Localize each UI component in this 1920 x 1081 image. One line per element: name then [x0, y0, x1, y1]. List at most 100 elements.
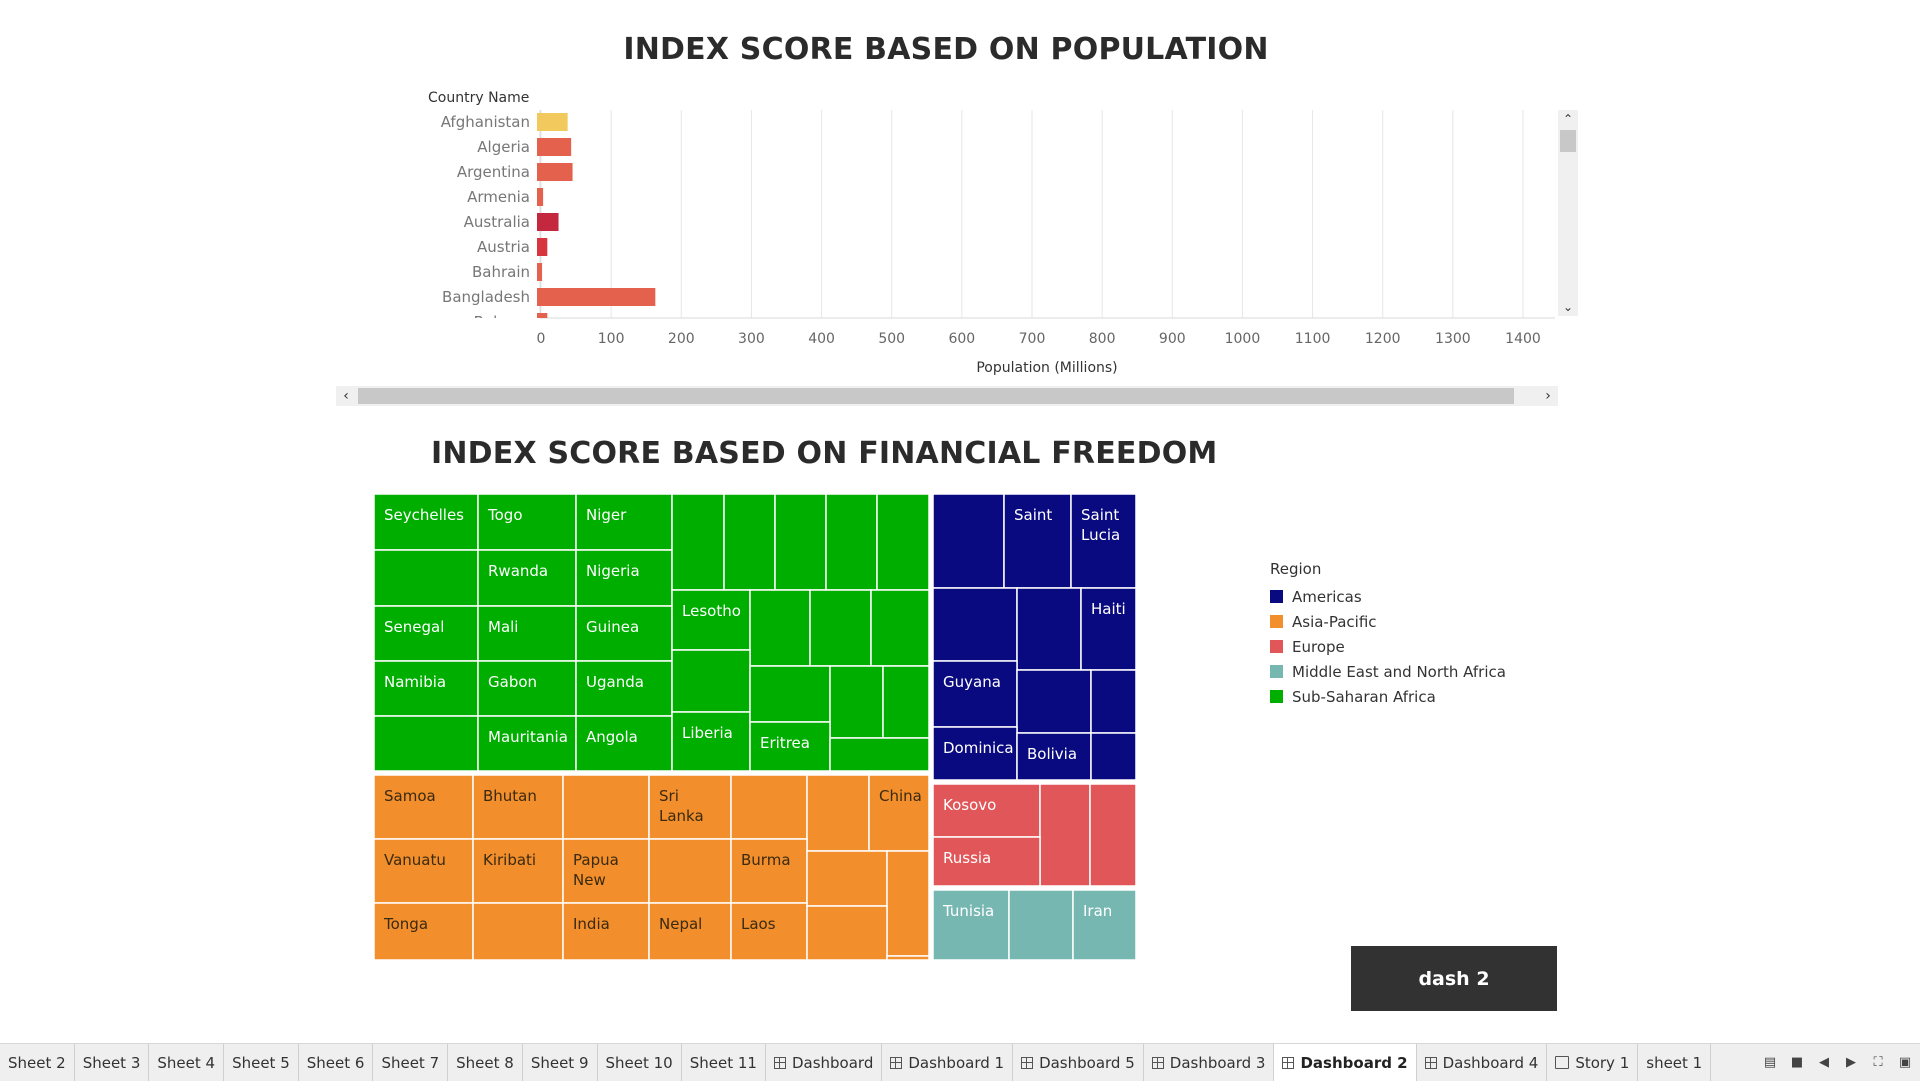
treemap-tile[interactable]: Angola: [575, 715, 673, 772]
treemap-tile[interactable]: Uganda: [575, 660, 673, 717]
treemap-tile[interactable]: Senegal: [374, 605, 479, 662]
tab-sheet-5[interactable]: Sheet 5: [224, 1044, 299, 1081]
legend-item[interactable]: Sub-Saharan Africa: [1270, 684, 1506, 709]
treemap-tile[interactable]: [876, 494, 930, 591]
treemap-tile[interactable]: [806, 905, 888, 960]
treemap-tile[interactable]: Saint: [1003, 494, 1072, 589]
treemap-tile[interactable]: Vanuatu: [374, 838, 474, 904]
treemap-tile[interactable]: Lesotho: [671, 589, 751, 651]
treemap-tile[interactable]: Laos: [730, 902, 808, 960]
population-bar[interactable]: [537, 288, 656, 306]
treemap-tile[interactable]: [723, 494, 776, 591]
treemap-tile[interactable]: [1008, 889, 1074, 960]
tab-sheet-4[interactable]: Sheet 4: [149, 1044, 225, 1081]
tab-dashboard-2[interactable]: Dashboard 2: [1274, 1044, 1417, 1081]
treemap-tile[interactable]: Nigeria: [575, 549, 673, 607]
tab-sheet-2[interactable]: Sheet 2: [0, 1044, 75, 1081]
treemap-tile[interactable]: [1016, 587, 1082, 671]
treemap-tile[interactable]: [809, 589, 872, 667]
vertical-scroll-thumb[interactable]: [1560, 130, 1576, 152]
treemap-tile[interactable]: Mali: [477, 605, 577, 662]
treemap-tile[interactable]: Sri Lanka: [648, 774, 732, 840]
treemap-tile[interactable]: [882, 665, 930, 739]
treemap-tile[interactable]: [730, 774, 808, 840]
population-bar[interactable]: [537, 238, 548, 256]
treemap-tile[interactable]: Bhutan: [472, 774, 564, 840]
legend-item[interactable]: Asia-Pacific: [1270, 609, 1506, 634]
scroll-up-icon[interactable]: ⌃: [1562, 112, 1574, 126]
treemap-tile[interactable]: Liberia: [671, 711, 751, 772]
population-bar[interactable]: [537, 188, 544, 206]
treemap-tile[interactable]: Kiribati: [472, 838, 564, 904]
treemap-tile[interactable]: [825, 494, 878, 591]
tab-sheet-1[interactable]: sheet 1: [1638, 1044, 1712, 1081]
population-bar[interactable]: [537, 313, 548, 331]
treemap-tile[interactable]: [806, 774, 870, 852]
treemap-tile[interactable]: Namibia: [374, 660, 479, 717]
treemap-tile[interactable]: Dominica: [932, 726, 1018, 781]
treemap-tile[interactable]: Russia: [932, 836, 1041, 887]
treemap-tile[interactable]: [1090, 732, 1136, 781]
treemap-tile[interactable]: Samoa: [374, 774, 474, 840]
legend-item[interactable]: Americas: [1270, 584, 1506, 609]
vertical-scrollbar[interactable]: ⌃ ⌄: [1558, 110, 1578, 316]
treemap-tile[interactable]: Mauritania: [477, 715, 577, 772]
treemap-tile[interactable]: [870, 589, 930, 667]
treemap-tile[interactable]: [932, 494, 1005, 589]
treemap-tile[interactable]: [671, 494, 725, 591]
treemap-tile[interactable]: China: [868, 774, 930, 852]
scroll-left-icon[interactable]: ‹: [343, 388, 349, 404]
treemap-tile[interactable]: [829, 665, 884, 739]
tab-sheet-10[interactable]: Sheet 10: [598, 1044, 682, 1081]
population-bar[interactable]: [537, 163, 573, 181]
treemap-tile[interactable]: [932, 587, 1018, 662]
treemap-tile[interactable]: Tunisia: [932, 889, 1010, 960]
presentation-icon[interactable]: ▣: [1898, 1055, 1912, 1070]
treemap-tile[interactable]: Bolivia: [1016, 732, 1092, 781]
treemap-tile[interactable]: [886, 850, 930, 957]
tab-sheet-8[interactable]: Sheet 8: [448, 1044, 523, 1081]
population-bar[interactable]: [537, 138, 572, 156]
treemap-tile[interactable]: Tonga: [374, 902, 474, 960]
tab-sheet-9[interactable]: Sheet 9: [523, 1044, 598, 1081]
treemap-tile[interactable]: Eritrea: [749, 721, 831, 772]
treemap-tile[interactable]: [774, 494, 827, 591]
treemap-tile[interactable]: Guinea: [575, 605, 673, 662]
treemap-tile[interactable]: [886, 955, 930, 960]
treemap-tile[interactable]: India: [562, 902, 650, 960]
population-bar[interactable]: [537, 213, 559, 231]
population-bar[interactable]: [537, 263, 543, 281]
treemap-tile[interactable]: Kosovo: [932, 783, 1041, 838]
treemap-tile[interactable]: Rwanda: [477, 549, 577, 607]
treemap-tile[interactable]: [749, 665, 831, 723]
treemap-tile[interactable]: Iran: [1072, 889, 1136, 960]
population-bar[interactable]: [537, 113, 568, 131]
treemap-tile[interactable]: Seychelles: [374, 494, 479, 551]
treemap-tile[interactable]: Gabon: [477, 660, 577, 717]
treemap-tile[interactable]: Nepal: [648, 902, 732, 960]
tab-dashboard[interactable]: Dashboard: [766, 1044, 883, 1081]
scroll-right-icon[interactable]: ›: [1545, 388, 1551, 404]
treemap-tile[interactable]: [562, 774, 650, 840]
tab-dashboard-1[interactable]: Dashboard 1: [882, 1044, 1014, 1081]
tab-sheet-7[interactable]: Sheet 7: [373, 1044, 449, 1081]
treemap-tile[interactable]: [1090, 669, 1136, 734]
treemap-tile[interactable]: [1016, 669, 1092, 734]
treemap-tile[interactable]: [806, 850, 888, 907]
treemap-tile[interactable]: Papua New: [562, 838, 650, 904]
treemap-tile[interactable]: [749, 589, 811, 667]
scroll-down-icon[interactable]: ⌄: [1562, 300, 1574, 314]
next-sheet-icon[interactable]: ▶: [1846, 1055, 1856, 1070]
treemap-tile[interactable]: Haiti: [1080, 587, 1136, 671]
fullscreen-icon[interactable]: ⛶: [1873, 1055, 1883, 1070]
prev-sheet-icon[interactable]: ◀: [1819, 1055, 1829, 1070]
treemap-tile[interactable]: Burma: [730, 838, 808, 904]
treemap-tile[interactable]: Togo: [477, 494, 577, 551]
horizontal-scroll-thumb[interactable]: [358, 388, 1514, 404]
treemap-tile[interactable]: [374, 715, 479, 772]
tab-sheet-11[interactable]: Sheet 11: [682, 1044, 766, 1081]
treemap-tile[interactable]: Guyana: [932, 660, 1018, 728]
treemap-tile[interactable]: [671, 649, 751, 713]
filmstrip-icon[interactable]: ▤: [1763, 1055, 1777, 1070]
tiles-icon[interactable]: ■: [1790, 1055, 1804, 1070]
